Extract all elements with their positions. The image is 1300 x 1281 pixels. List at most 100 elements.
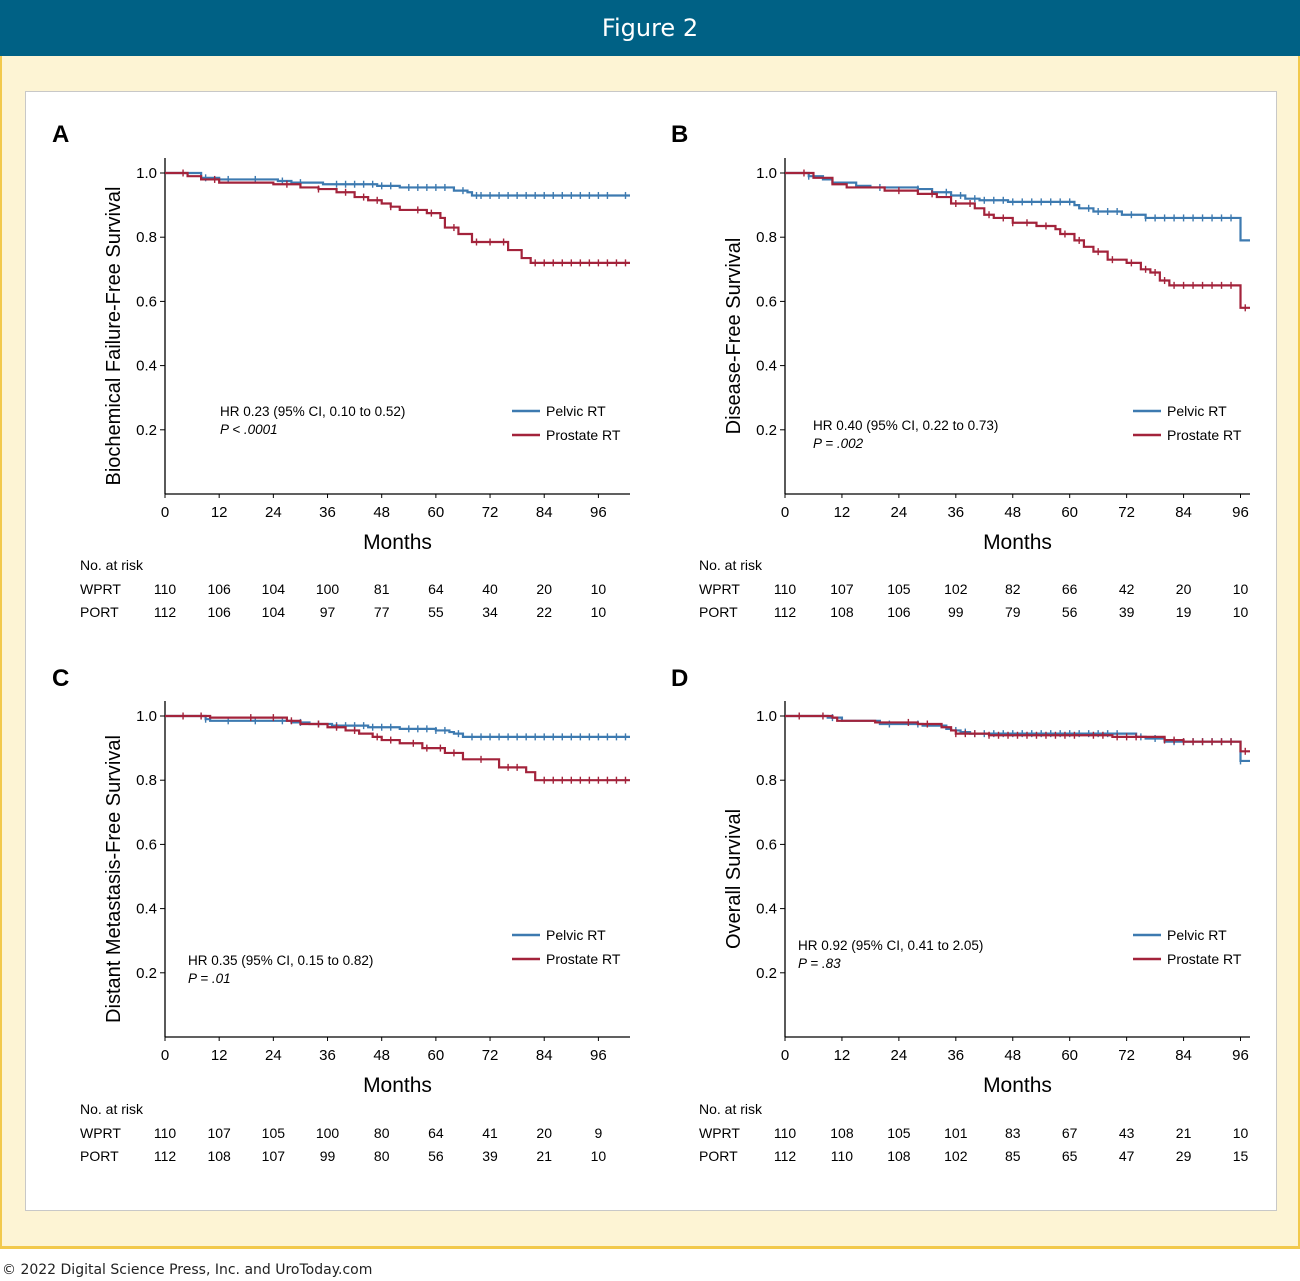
y-tick-label: 0.4 [756,358,777,375]
risk-count: 39 [482,1148,498,1164]
risk-count: 83 [1005,1125,1021,1141]
legend-label: Pelvic RT [1167,927,1227,943]
x-tick-label: 0 [781,1047,789,1064]
x-tick-label: 96 [590,1047,607,1064]
km-curve-prostate-rt [785,171,1250,309]
risk-count: 19 [1176,604,1192,620]
risk-count: 110 [774,1125,797,1141]
risk-count: 20 [1176,581,1192,597]
y-tick-label: 0.2 [756,422,777,439]
x-tick-label: 36 [319,504,336,521]
x-tick-label: 96 [590,504,607,521]
risk-table-title: No. at risk [699,557,763,573]
x-tick-label: 36 [947,504,964,521]
x-tick-label: 84 [536,1047,553,1064]
risk-table-title: No. at risk [80,557,144,573]
risk-count: 106 [887,604,911,620]
x-tick-label: 0 [161,1047,169,1064]
risk-row-label: WPRT [699,581,740,597]
risk-count: 10 [1233,604,1249,620]
x-tick-label: 0 [161,504,169,521]
panel-letter: A [52,121,69,148]
x-tick-label: 60 [428,1047,445,1064]
risk-count: 110 [831,1148,854,1164]
risk-count: 10 [1233,1125,1249,1141]
y-tick-label: 0.4 [756,901,777,918]
risk-count: 112 [774,604,797,620]
risk-count: 102 [944,1148,968,1164]
y-tick-label: 0.8 [136,229,157,246]
x-tick-label: 84 [1175,1047,1192,1064]
legend-label: Prostate RT [546,427,621,443]
x-tick-label: 24 [891,504,908,521]
figure-title: Figure 2 [601,14,699,42]
x-tick-label: 48 [1004,1047,1021,1064]
risk-count: 64 [428,581,444,597]
risk-row-label: PORT [80,604,119,620]
risk-count: 110 [154,581,177,597]
risk-count: 97 [320,604,336,620]
risk-count: 99 [948,604,964,620]
risk-count: 66 [1062,581,1078,597]
km-panel-d: D 1.0 0.8 0.6 0.4 0.2 0 12 24 36 48 60 72 84 96 Months O… [671,665,1250,1164]
hazard-ratio-text: HR 0.35 (95% CI, 0.15 to 0.82) [188,953,373,968]
risk-count: 110 [154,1125,177,1141]
risk-count: 80 [374,1148,390,1164]
risk-count: 56 [1062,604,1078,620]
risk-table-title: No. at risk [80,1101,144,1117]
risk-count: 105 [262,1125,286,1141]
x-tick-label: 84 [536,504,553,521]
panel-letter: B [671,121,688,148]
x-tick-label: 72 [482,504,499,521]
risk-count: 55 [428,604,444,620]
risk-count: 22 [536,604,552,620]
x-tick-label: 72 [1118,504,1135,521]
risk-count: 112 [154,604,177,620]
risk-count: 104 [262,581,286,597]
x-axis-title: Months [983,1074,1052,1097]
legend-label: Pelvic RT [1167,403,1227,419]
risk-count: 21 [1176,1125,1192,1141]
y-tick-label: 1.0 [136,708,157,725]
x-tick-label: 84 [1175,504,1192,521]
risk-count: 56 [428,1148,444,1164]
x-tick-label: 0 [781,504,789,521]
x-axis-title: Months [363,531,432,554]
legend-label: Pelvic RT [546,927,606,943]
legend-label: Prostate RT [546,951,621,967]
p-value-text: P = .01 [188,971,231,986]
legend-label: Pelvic RT [546,403,606,419]
y-tick-label: 0.8 [756,772,777,789]
risk-count: 41 [482,1125,498,1141]
y-axis-title: Disease-Free Survival [723,238,745,435]
y-tick-label: 0.2 [756,965,777,982]
y-tick-label: 0.8 [756,229,777,246]
x-tick-label: 60 [1061,504,1078,521]
risk-count: 107 [830,581,854,597]
risk-count: 64 [428,1125,444,1141]
risk-count: 110 [774,581,797,597]
x-tick-label: 36 [947,1047,964,1064]
risk-count: 29 [1176,1148,1192,1164]
risk-count: 105 [887,1125,911,1141]
p-value-text: P = .002 [813,436,864,451]
y-tick-label: 0.6 [756,293,777,310]
x-tick-label: 12 [834,1047,851,1064]
km-panel-b: B 1.0 0.8 0.6 0.4 0.2 0 12 24 36 48 60 72 84 96 Months D… [671,121,1250,620]
y-tick-label: 0.8 [136,772,157,789]
risk-row-label: WPRT [80,1125,121,1141]
x-tick-label: 72 [482,1047,499,1064]
y-tick-label: 0.4 [136,358,157,375]
x-tick-label: 36 [319,1047,336,1064]
y-tick-label: 1.0 [756,708,777,725]
x-tick-label: 96 [1232,1047,1249,1064]
risk-count: 21 [536,1148,552,1164]
risk-count: 99 [320,1148,336,1164]
risk-row-label: PORT [699,1148,738,1164]
figure-card [25,91,1277,1211]
risk-count: 10 [1233,581,1249,597]
x-tick-label: 24 [891,1047,908,1064]
risk-count: 102 [944,581,968,597]
panel-letter: D [671,665,688,692]
